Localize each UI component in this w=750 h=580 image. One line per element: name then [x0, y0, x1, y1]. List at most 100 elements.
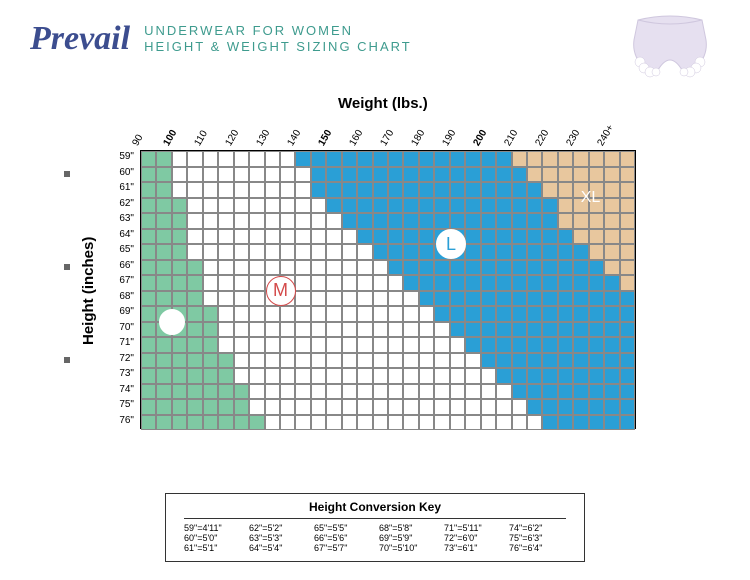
grid-cell [527, 275, 542, 291]
product-illustration [620, 10, 720, 82]
weight-tick-130: 130 [254, 128, 272, 148]
grid-cell [342, 151, 357, 167]
grid-cell [249, 415, 264, 431]
grid-cell [573, 337, 588, 353]
grid-cell [527, 384, 542, 400]
grid-cell [589, 213, 604, 229]
grid-cell [218, 182, 233, 198]
grid-cell [388, 213, 403, 229]
grid-cell [512, 415, 527, 431]
weight-tick-180: 180 [409, 128, 427, 148]
height-tick-63": 63" [106, 213, 134, 224]
conversion-item: 68"=5'8" [379, 523, 436, 533]
grid-cell [465, 198, 480, 214]
grid-cell [326, 167, 341, 183]
grid-cell [496, 182, 511, 198]
grid-cell [280, 198, 295, 214]
grid-cell [481, 306, 496, 322]
height-marker [64, 357, 70, 363]
grid-cell [280, 306, 295, 322]
grid-cell [265, 213, 280, 229]
grid-cell [558, 322, 573, 338]
grid-cell [218, 244, 233, 260]
grid-cell [311, 368, 326, 384]
grid-cell [187, 368, 202, 384]
grid-cell [357, 368, 372, 384]
header: Prevail UNDERWEAR FOR WOMEN HEIGHT & WEI… [30, 20, 412, 58]
grid-cell [481, 167, 496, 183]
grid-cell [156, 151, 171, 167]
grid-cell [280, 353, 295, 369]
grid-cell [342, 260, 357, 276]
grid-cell [265, 260, 280, 276]
conversion-item: 60"=5'0" [184, 533, 241, 543]
grid-cell [419, 306, 434, 322]
height-tick-72": 72" [106, 353, 134, 364]
grid-cell [481, 229, 496, 245]
grid-cell [481, 399, 496, 415]
grid-cell [481, 275, 496, 291]
grid-cell [573, 306, 588, 322]
size-badge-XL: XL [576, 183, 606, 213]
grid-cell [203, 275, 218, 291]
grid-cell [234, 337, 249, 353]
grid-cell [620, 244, 635, 260]
grid-cell [512, 244, 527, 260]
grid-cell [249, 353, 264, 369]
grid-cell [311, 415, 326, 431]
grid-cell [342, 322, 357, 338]
grid-cell [342, 415, 357, 431]
grid-cell [527, 322, 542, 338]
grid-cell [558, 353, 573, 369]
grid-cell [403, 384, 418, 400]
grid-cell [357, 229, 372, 245]
grid-cell [481, 198, 496, 214]
grid-cell [403, 368, 418, 384]
grid-cell [403, 167, 418, 183]
grid-cell [141, 306, 156, 322]
grid-cell [419, 415, 434, 431]
conversion-item: 73"=6'1" [444, 543, 501, 553]
grid-cell [265, 337, 280, 353]
grid-cell [326, 260, 341, 276]
grid-cell [295, 213, 310, 229]
grid-cell [295, 151, 310, 167]
height-tick-60": 60" [106, 167, 134, 178]
grid-cell [234, 151, 249, 167]
grid-cell [357, 198, 372, 214]
grid-cell [527, 182, 542, 198]
grid-cell [388, 151, 403, 167]
height-tick-71": 71" [106, 337, 134, 348]
grid-cell [542, 306, 557, 322]
grid-cell [234, 198, 249, 214]
grid-cell [156, 167, 171, 183]
grid-cell [326, 198, 341, 214]
grid-cell [465, 260, 480, 276]
grid-cell [434, 399, 449, 415]
grid-cell [311, 399, 326, 415]
size-badge-M: M [266, 276, 296, 306]
grid-cell [357, 399, 372, 415]
grid-cell [527, 244, 542, 260]
grid-cell [280, 167, 295, 183]
grid-cell [141, 275, 156, 291]
grid-cell [357, 182, 372, 198]
grid-cell [388, 244, 403, 260]
grid-cell [373, 322, 388, 338]
grid-cell [280, 244, 295, 260]
grid-cell [203, 291, 218, 307]
grid-cell [450, 415, 465, 431]
grid-cell [434, 182, 449, 198]
height-tick-68": 68" [106, 291, 134, 302]
grid-cell [573, 322, 588, 338]
height-tick-76": 76" [106, 415, 134, 426]
grid-cell [465, 384, 480, 400]
grid-cell [527, 353, 542, 369]
grid-cell [326, 322, 341, 338]
grid-cell [187, 337, 202, 353]
grid-cell [218, 198, 233, 214]
chart-area: 9010011012013014015016017018019020021022… [140, 150, 636, 429]
conversion-item: 63"=5'3" [249, 533, 306, 543]
grid-cell [295, 229, 310, 245]
grid-cell [589, 167, 604, 183]
